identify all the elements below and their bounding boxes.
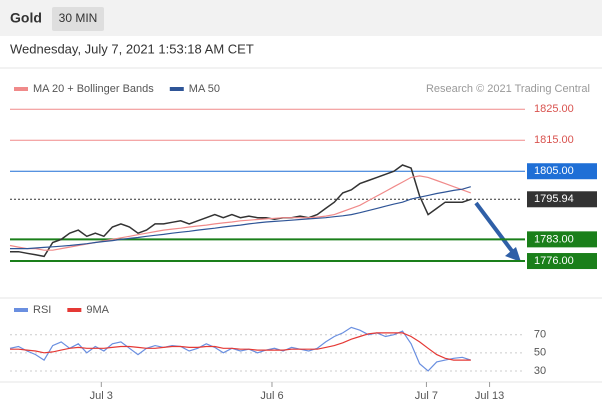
symbol: Gold — [10, 10, 42, 26]
y-tick-label: 70 — [534, 329, 546, 341]
level-label: 1776.00 — [534, 255, 574, 267]
series-line — [10, 186, 471, 250]
legend-label: RSI — [33, 304, 51, 316]
legend-swatch — [14, 87, 28, 91]
x-tick-label: Jul 7 — [415, 390, 438, 402]
y-tick-label: 50 — [534, 347, 546, 359]
legend-swatch — [67, 308, 82, 312]
y-tick-label: 30 — [534, 365, 546, 377]
legend-label: MA 50 — [189, 83, 220, 95]
legend-swatch — [14, 308, 28, 312]
level-tag — [527, 191, 597, 208]
series-line — [10, 332, 471, 361]
series-line — [10, 164, 472, 258]
level-label: 1783.00 — [534, 233, 574, 245]
level-tag — [527, 163, 597, 180]
credit: Research © 2021 Trading Central — [426, 83, 590, 95]
x-tick-label: Jul 3 — [90, 390, 113, 402]
forecast-arrow — [474, 201, 517, 257]
level-tag — [527, 231, 597, 248]
level-label: 1805.00 — [534, 165, 574, 177]
forecast-arrow-head — [505, 247, 521, 262]
legend-label: MA 20 + Bollinger Bands — [33, 83, 154, 95]
level-label: 1815.00 — [534, 134, 574, 146]
interval-label[interactable]: 30 MIN — [59, 11, 98, 25]
legend-label: 9MA — [86, 304, 109, 316]
level-tag — [527, 253, 597, 270]
level-label: 1825.00 — [534, 103, 574, 115]
x-tick-label: Jul 6 — [260, 390, 283, 402]
series-line — [9, 326, 471, 372]
level-label: 1795.94 — [534, 193, 574, 205]
x-tick-label: Jul 13 — [475, 390, 504, 402]
interval-button[interactable] — [52, 7, 104, 31]
legend-swatch — [169, 87, 184, 91]
date: Wednesday, July 7, 2021 1:53:18 AM CET — [10, 41, 254, 56]
